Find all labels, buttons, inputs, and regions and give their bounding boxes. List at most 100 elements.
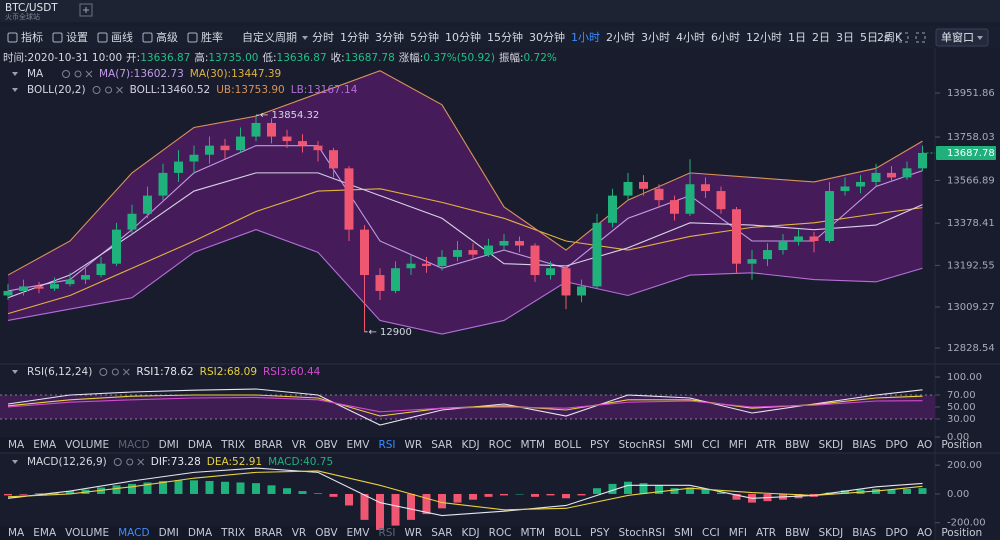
indicator-tab[interactable]: DPO xyxy=(885,527,908,539)
indicator-tab[interactable]: EMA xyxy=(33,439,57,451)
period-menu[interactable]: 自定义周期 xyxy=(242,30,297,44)
indicator-tab[interactable]: MTM xyxy=(521,439,546,451)
indicator-tab[interactable]: PSY xyxy=(590,439,610,451)
settings-icon[interactable] xyxy=(62,70,70,78)
indicator-tab[interactable]: DMI xyxy=(159,527,179,539)
indicator-tab[interactable]: StochRSI xyxy=(618,527,665,539)
indicator-tab[interactable]: MACD xyxy=(118,439,149,451)
settings-icon[interactable] xyxy=(92,86,101,94)
tool-label[interactable]: 设置 xyxy=(66,31,88,44)
interval-button[interactable]: 3分钟 xyxy=(375,30,404,44)
fullscreen-icon[interactable] xyxy=(898,32,909,43)
interval-button[interactable]: 15分钟 xyxy=(487,30,523,44)
close-icon[interactable] xyxy=(122,368,130,376)
collapse-arrow[interactable] xyxy=(12,460,18,464)
indicator-tab[interactable]: MFI xyxy=(729,439,747,451)
collapse-arrow[interactable] xyxy=(12,88,18,92)
indicator-tab[interactable]: BBW xyxy=(785,527,810,539)
indicator-tab[interactable]: RSI xyxy=(378,439,395,451)
indicator-tab[interactable]: RSI xyxy=(378,527,395,539)
indicator-tab[interactable]: VOLUME xyxy=(65,527,109,539)
interval-button[interactable]: 2日 xyxy=(812,31,830,44)
settings-icon[interactable] xyxy=(99,368,108,376)
interval-button[interactable]: 4小时 xyxy=(676,31,705,44)
indicator-tab[interactable]: ROC xyxy=(489,439,512,451)
tool-label[interactable]: 画线 xyxy=(111,30,133,44)
window-label[interactable]: 单窗口 xyxy=(941,30,974,44)
indicator-tab[interactable]: EMV xyxy=(347,527,371,539)
indicator-tab[interactable]: EMA xyxy=(33,527,57,539)
indicator-tab[interactable]: DPO xyxy=(885,439,908,451)
indicator-tab[interactable]: BIAS xyxy=(852,527,876,539)
window-select[interactable] xyxy=(935,28,989,47)
indicator-tab[interactable]: VR xyxy=(292,527,306,539)
indicator-tab[interactable]: SAR xyxy=(431,439,452,451)
interval-button[interactable]: 1分钟 xyxy=(340,30,369,44)
interval-button[interactable]: 10分钟 xyxy=(445,30,481,44)
interval-button[interactable]: 3小时 xyxy=(641,31,670,44)
indicator-tab[interactable]: Position xyxy=(941,439,982,451)
indicator-tab[interactable]: MACD xyxy=(118,527,149,539)
tool-icon[interactable] xyxy=(7,32,18,43)
tool-icon[interactable] xyxy=(187,32,198,43)
indicator-tab[interactable]: CCI xyxy=(702,527,720,539)
interval-button[interactable]: 分时 xyxy=(312,31,334,44)
indicator-tab[interactable]: KDJ xyxy=(462,439,480,451)
interval-button[interactable]: 30分钟 xyxy=(529,30,565,44)
visibility-icon[interactable] xyxy=(74,70,82,78)
indicator-tab[interactable]: SKDJ xyxy=(818,527,843,539)
indicator-tab[interactable]: ATR xyxy=(756,527,776,539)
visibility-icon[interactable] xyxy=(126,458,134,466)
interval-button[interactable]: 周K xyxy=(884,31,903,44)
indicator-tab[interactable]: CCI xyxy=(702,439,720,451)
indicator-tab[interactable]: MFI xyxy=(729,527,747,539)
indicator-tab[interactable]: TRIX xyxy=(220,439,245,451)
close-icon[interactable] xyxy=(137,458,145,466)
tool-icon[interactable] xyxy=(52,32,63,43)
indicator-tab[interactable]: AO xyxy=(917,527,932,539)
indicator-tab[interactable]: SMI xyxy=(674,439,693,451)
interval-button[interactable]: 1小时 xyxy=(571,31,600,44)
indicator-tab[interactable]: EMV xyxy=(347,439,371,451)
indicator-tab[interactable]: TRIX xyxy=(220,527,245,539)
close-icon[interactable] xyxy=(85,70,93,78)
interval-button[interactable]: 6小时 xyxy=(711,31,740,44)
tool-label[interactable]: 高级 xyxy=(156,30,178,44)
indicator-tab[interactable]: DMA xyxy=(188,527,213,539)
screenshot-icon[interactable] xyxy=(915,32,926,43)
indicator-tab[interactable]: BBW xyxy=(785,439,810,451)
indicator-tab[interactable]: OBV xyxy=(315,439,338,451)
indicator-tab[interactable]: WR xyxy=(405,439,423,451)
indicator-tab[interactable]: BRAR xyxy=(254,527,283,539)
interval-button[interactable]: 12小时 xyxy=(746,31,782,44)
collapse-arrow[interactable] xyxy=(12,370,18,374)
tool-label[interactable]: 胜率 xyxy=(201,30,223,44)
close-icon[interactable] xyxy=(116,86,123,94)
indicator-tab[interactable]: SMI xyxy=(674,527,693,539)
indicator-tab[interactable]: DMA xyxy=(188,439,213,451)
settings-icon[interactable] xyxy=(113,458,122,466)
indicator-tab[interactable]: MA xyxy=(8,439,25,451)
indicator-tab[interactable]: AO xyxy=(917,439,932,451)
collapse-arrow[interactable] xyxy=(12,72,18,76)
indicator-tab[interactable]: BOLL xyxy=(554,439,581,451)
indicator-tab[interactable]: BIAS xyxy=(852,439,876,451)
indicator-tab[interactable]: MA xyxy=(8,527,25,539)
indicator-tab[interactable]: ROC xyxy=(489,527,512,539)
interval-button[interactable]: 2小时 xyxy=(606,31,635,44)
indicator-tab[interactable]: PSY xyxy=(590,527,610,539)
add-tab-button[interactable] xyxy=(79,3,93,17)
interval-button[interactable]: 1日 xyxy=(788,31,806,44)
speed-toggle[interactable]: 2s xyxy=(877,31,890,44)
visibility-icon[interactable] xyxy=(105,86,113,94)
indicator-tab[interactable]: SAR xyxy=(431,527,452,539)
interval-button[interactable]: 5分钟 xyxy=(410,30,439,44)
tool-icon[interactable] xyxy=(97,32,108,43)
indicator-tab[interactable]: OBV xyxy=(315,527,338,539)
tool-label[interactable]: 指标 xyxy=(21,30,43,44)
indicator-tab[interactable]: Position xyxy=(941,527,982,539)
indicator-tab[interactable]: WR xyxy=(405,527,423,539)
visibility-icon[interactable] xyxy=(111,368,119,376)
indicator-tab[interactable]: VR xyxy=(292,439,306,451)
interval-button[interactable]: 5日 xyxy=(860,31,878,44)
